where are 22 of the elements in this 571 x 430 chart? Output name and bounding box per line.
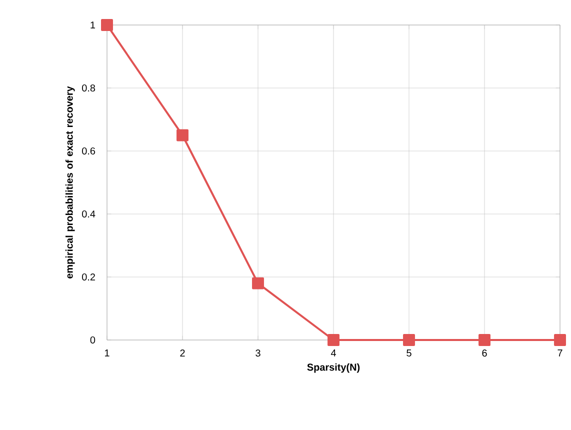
x-tick-label: 6 xyxy=(482,350,487,357)
point xyxy=(403,334,415,346)
x-tick-label: 7 xyxy=(558,350,562,356)
x-axis-title: Sparsity(N) xyxy=(307,363,360,373)
point xyxy=(478,334,490,346)
x-tick-label: 4 xyxy=(330,350,336,356)
x-tick-label: 3 xyxy=(256,350,260,357)
y-tick-label: 0.2 xyxy=(82,273,95,281)
y-tick-label: 0.8 xyxy=(82,84,96,92)
point xyxy=(101,19,113,31)
y-tick-label: 0.6 xyxy=(82,147,96,155)
x-tick-label: 5 xyxy=(406,350,412,356)
x-tick-label: 2 xyxy=(180,350,185,356)
point xyxy=(176,129,188,142)
point xyxy=(328,334,340,346)
y-tick-label: 1 xyxy=(90,22,95,28)
x-tick-label: 1 xyxy=(104,350,110,356)
y-tick-label: 0.4 xyxy=(82,210,96,218)
point xyxy=(252,277,264,290)
point xyxy=(554,334,566,346)
y-axis-title: empirical probabilities of exact recovery xyxy=(66,86,75,278)
y-tick-label: 0 xyxy=(90,336,96,344)
